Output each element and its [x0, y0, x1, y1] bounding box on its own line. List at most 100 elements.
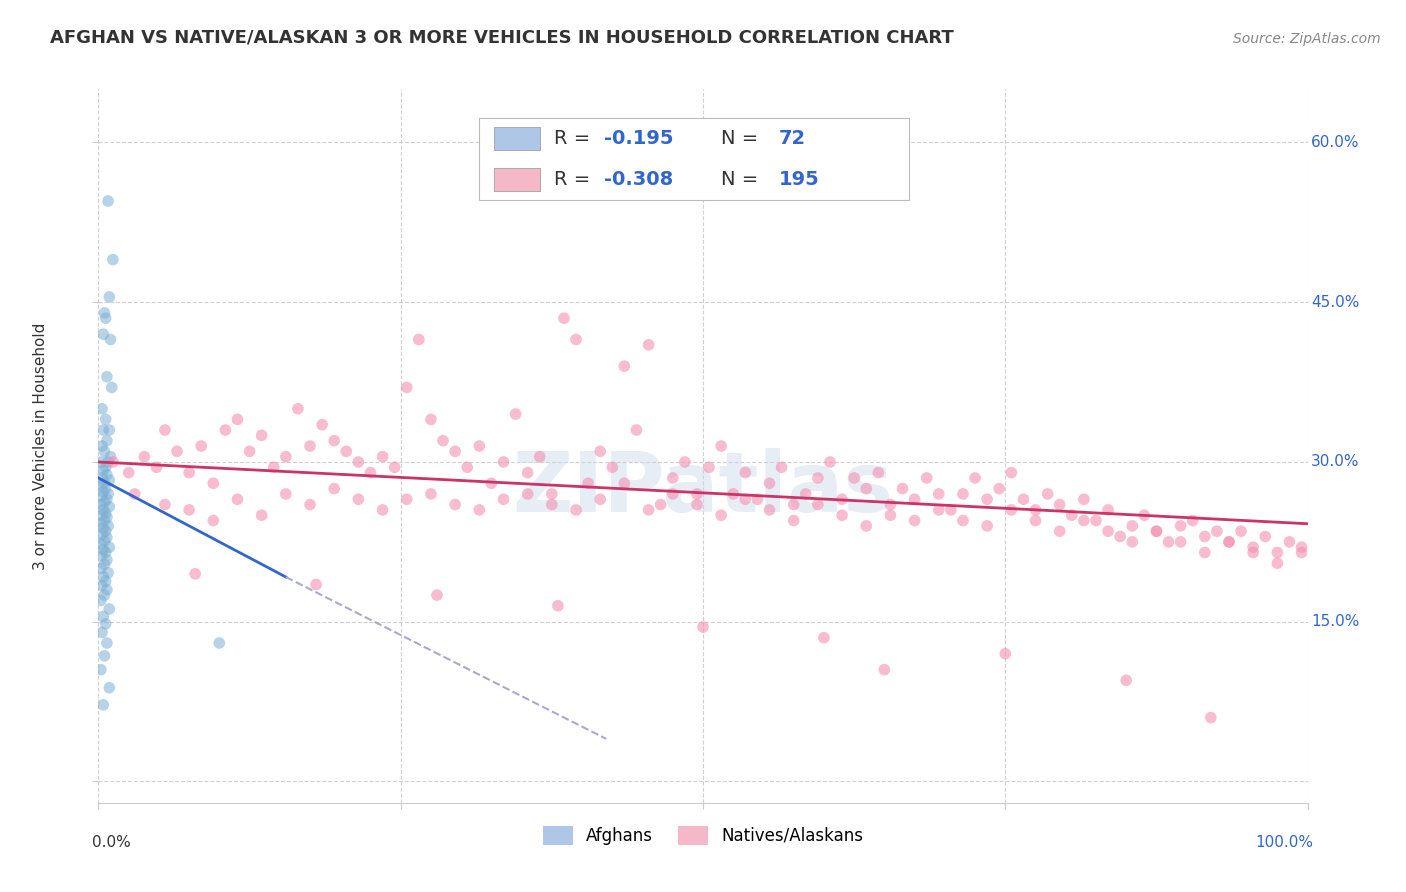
- Point: [613, 359, 636, 373]
- Point: [93, 495, 115, 509]
- Text: -0.308: -0.308: [603, 169, 673, 189]
- Point: [179, 466, 201, 480]
- Point: [94, 482, 117, 496]
- Point: [1097, 524, 1119, 539]
- Point: [697, 460, 720, 475]
- Point: [96, 582, 118, 597]
- Point: [420, 487, 443, 501]
- Text: 60.0%: 60.0%: [1312, 135, 1360, 150]
- Point: [432, 434, 454, 448]
- Text: 195: 195: [779, 169, 820, 189]
- Text: N =: N =: [721, 169, 765, 189]
- Point: [855, 482, 877, 496]
- Point: [565, 503, 588, 517]
- Point: [179, 503, 201, 517]
- Point: [100, 333, 122, 347]
- Point: [650, 498, 672, 512]
- Point: [98, 602, 121, 616]
- Point: [250, 428, 273, 442]
- Point: [1241, 540, 1264, 554]
- Point: [96, 467, 118, 482]
- Point: [1121, 519, 1143, 533]
- Point: [661, 471, 683, 485]
- Point: [226, 492, 249, 507]
- Point: [1115, 673, 1137, 688]
- Point: [626, 423, 648, 437]
- Point: [91, 542, 114, 557]
- Point: [93, 533, 115, 548]
- Point: [408, 333, 430, 347]
- Point: [347, 455, 370, 469]
- Point: [952, 514, 974, 528]
- Point: [710, 439, 733, 453]
- Point: [1109, 529, 1132, 543]
- Point: [529, 450, 551, 464]
- Point: [831, 492, 853, 507]
- Point: [988, 482, 1011, 496]
- Point: [145, 460, 167, 475]
- Point: [891, 482, 914, 496]
- Point: [90, 455, 112, 469]
- Point: [1000, 503, 1022, 517]
- Point: [673, 455, 696, 469]
- Point: [976, 519, 998, 533]
- Point: [589, 444, 612, 458]
- Point: [93, 648, 115, 663]
- Point: [516, 487, 538, 501]
- Text: -0.195: -0.195: [603, 128, 673, 148]
- Point: [305, 577, 328, 591]
- Point: [93, 588, 115, 602]
- Point: [96, 434, 118, 448]
- Point: [1278, 534, 1301, 549]
- Point: [868, 466, 890, 480]
- Point: [98, 473, 121, 487]
- Point: [1241, 545, 1264, 559]
- Point: [91, 489, 114, 503]
- Point: [101, 252, 124, 267]
- Point: [807, 498, 830, 512]
- Point: [384, 460, 406, 475]
- Point: [90, 516, 112, 531]
- Point: [1230, 524, 1253, 539]
- Text: 100.0%: 100.0%: [1256, 835, 1313, 850]
- Text: ZIPatlas: ZIPatlas: [513, 449, 893, 529]
- Point: [686, 487, 709, 501]
- Point: [91, 527, 114, 541]
- Point: [371, 450, 394, 464]
- Point: [661, 487, 683, 501]
- Point: [323, 434, 346, 448]
- Point: [98, 500, 121, 514]
- Point: [91, 439, 114, 453]
- Point: [323, 482, 346, 496]
- Point: [426, 588, 449, 602]
- Point: [1000, 466, 1022, 480]
- Point: [274, 450, 297, 464]
- Point: [299, 439, 322, 453]
- Text: Source: ZipAtlas.com: Source: ZipAtlas.com: [1233, 32, 1381, 46]
- Point: [965, 471, 987, 485]
- Point: [420, 412, 443, 426]
- Point: [395, 380, 418, 394]
- Point: [782, 514, 804, 528]
- Point: [250, 508, 273, 523]
- Point: [807, 471, 830, 485]
- Point: [1121, 534, 1143, 549]
- Point: [91, 625, 114, 640]
- Point: [214, 423, 236, 437]
- Point: [100, 450, 122, 464]
- Text: 0.0%: 0.0%: [93, 835, 131, 850]
- Point: [481, 476, 503, 491]
- Point: [93, 306, 115, 320]
- Point: [90, 561, 112, 575]
- Point: [166, 444, 188, 458]
- Point: [1049, 498, 1071, 512]
- Point: [794, 487, 817, 501]
- Point: [1012, 492, 1035, 507]
- Point: [1291, 545, 1313, 559]
- Point: [976, 492, 998, 507]
- Point: [1073, 514, 1095, 528]
- Point: [1097, 503, 1119, 517]
- Point: [904, 514, 927, 528]
- Point: [90, 537, 112, 551]
- Point: [96, 510, 118, 524]
